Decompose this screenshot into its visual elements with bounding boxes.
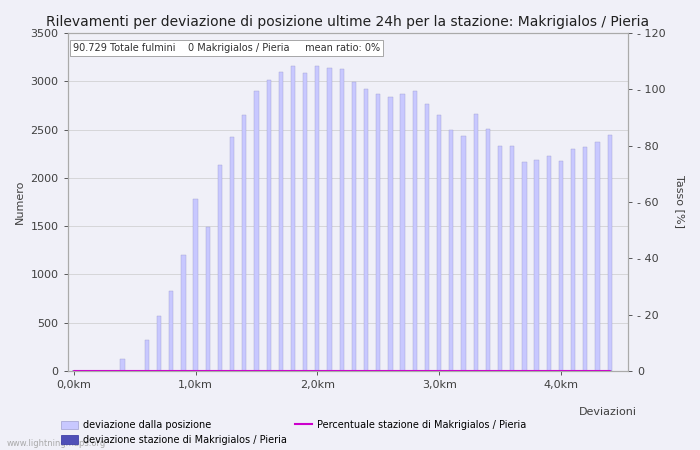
Legend: deviazione dalla posizione, deviazione stazione di Makrigialos / Pieria, Percent: deviazione dalla posizione, deviazione s… xyxy=(61,420,526,445)
Text: 90.729 Totale fulmini    0 Makrigialos / Pieria     mean ratio: 0%: 90.729 Totale fulmini 0 Makrigialos / Pi… xyxy=(74,43,380,53)
Bar xyxy=(400,94,405,371)
Bar xyxy=(376,94,380,371)
Bar xyxy=(169,291,174,371)
Bar xyxy=(145,340,149,371)
Bar xyxy=(230,137,235,371)
Text: Deviazioni: Deviazioni xyxy=(579,407,637,417)
Bar xyxy=(279,72,283,371)
Bar xyxy=(352,82,356,371)
Bar xyxy=(389,97,393,371)
Bar xyxy=(291,66,295,371)
Bar xyxy=(303,72,307,371)
Y-axis label: Numero: Numero xyxy=(15,180,25,224)
Y-axis label: Tasso [%]: Tasso [%] xyxy=(675,176,685,229)
Bar xyxy=(218,165,222,371)
Bar xyxy=(595,142,600,371)
Bar xyxy=(315,66,319,371)
Bar xyxy=(120,360,125,371)
Bar xyxy=(267,80,271,371)
Bar xyxy=(473,114,478,371)
Bar xyxy=(510,146,514,371)
Bar xyxy=(608,135,612,371)
Bar xyxy=(413,91,417,371)
Bar xyxy=(425,104,429,371)
Bar xyxy=(157,316,161,371)
Bar xyxy=(498,146,502,371)
Bar xyxy=(437,115,441,371)
Text: www.lightningmaps.org: www.lightningmaps.org xyxy=(7,439,106,448)
Bar xyxy=(522,162,526,371)
Bar xyxy=(254,91,258,371)
Bar xyxy=(461,136,466,371)
Bar xyxy=(583,147,587,371)
Title: Rilevamenti per deviazione di posizione ultime 24h per la stazione: Makrigialos : Rilevamenti per deviazione di posizione … xyxy=(46,15,650,29)
Bar xyxy=(449,130,454,371)
Bar xyxy=(486,129,490,371)
Bar xyxy=(559,162,563,371)
Bar xyxy=(181,255,186,371)
Bar xyxy=(571,149,575,371)
Bar xyxy=(328,68,332,371)
Bar xyxy=(364,89,368,371)
Bar xyxy=(206,227,210,371)
Bar xyxy=(242,115,246,371)
Bar xyxy=(534,161,539,371)
Bar xyxy=(547,156,551,371)
Bar xyxy=(340,69,344,371)
Bar xyxy=(193,199,197,371)
